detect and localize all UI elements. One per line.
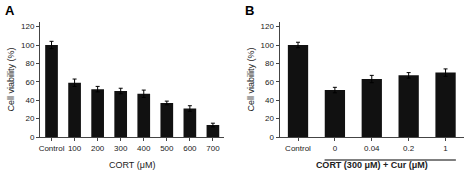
- svg-text:A: A: [5, 3, 15, 18]
- svg-text:100: 100: [261, 41, 275, 50]
- svg-text:Control: Control: [285, 144, 311, 153]
- svg-text:40: 40: [265, 96, 274, 105]
- svg-text:20: 20: [265, 114, 274, 123]
- svg-text:60: 60: [25, 78, 34, 87]
- svg-text:Cell viability (%): Cell viability (%): [6, 47, 16, 111]
- svg-text:200: 200: [91, 144, 105, 153]
- svg-text:120: 120: [21, 22, 35, 31]
- svg-text:600: 600: [183, 144, 197, 153]
- svg-text:CORT (300 μM) + Cur (μM): CORT (300 μM) + Cur (μM): [316, 160, 428, 170]
- svg-text:Cell viability (%): Cell viability (%): [246, 47, 256, 111]
- svg-text:0: 0: [270, 133, 275, 142]
- svg-text:1: 1: [443, 144, 448, 153]
- svg-text:80: 80: [265, 59, 274, 68]
- svg-text:400: 400: [137, 144, 151, 153]
- svg-text:0.04: 0.04: [364, 144, 380, 153]
- svg-text:0.2: 0.2: [403, 144, 415, 153]
- svg-text:0: 0: [333, 144, 338, 153]
- svg-text:500: 500: [160, 144, 174, 153]
- svg-text:0: 0: [30, 133, 35, 142]
- svg-text:60: 60: [265, 78, 274, 87]
- svg-text:B: B: [245, 3, 254, 18]
- svg-text:40: 40: [25, 96, 34, 105]
- svg-text:Control: Control: [39, 144, 65, 153]
- svg-text:20: 20: [25, 114, 34, 123]
- svg-text:100: 100: [21, 41, 35, 50]
- svg-text:300: 300: [114, 144, 128, 153]
- svg-text:100: 100: [68, 144, 82, 153]
- svg-text:80: 80: [25, 59, 34, 68]
- svg-text:120: 120: [261, 22, 275, 31]
- svg-text:CORT (μM): CORT (μM): [109, 160, 155, 170]
- svg-text:700: 700: [206, 144, 220, 153]
